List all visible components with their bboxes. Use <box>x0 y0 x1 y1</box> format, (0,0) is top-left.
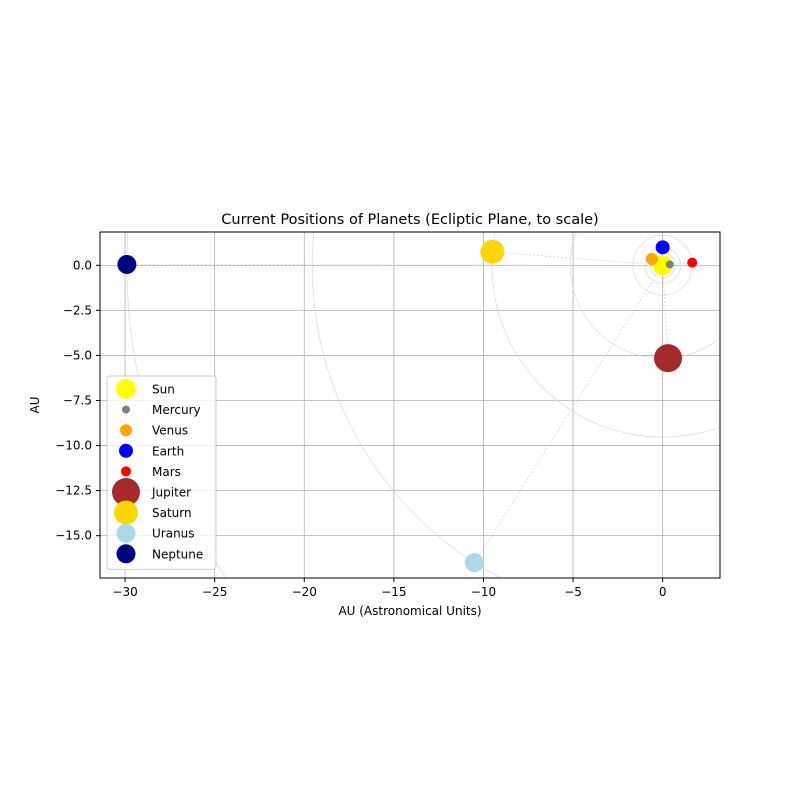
axis-ticks: −30 −25 −20 −15 −10 −5 0 0.0 −2.5 −5.0 −7.5 −10.0 −1… <box>55 258 666 599</box>
point-earth <box>655 240 670 255</box>
x-axis-label: AU (Astronomical Units) <box>338 604 481 618</box>
legend-marker-saturn <box>114 500 138 525</box>
orbit-saturn <box>491 232 720 438</box>
legend-label-earth: Earth <box>152 444 184 458</box>
x-tick-label: −20 <box>292 585 317 599</box>
legend-label-sun: Sun <box>152 383 175 397</box>
x-tick-label: −25 <box>202 585 227 599</box>
legend-label-jupiter: Jupiter <box>151 486 191 500</box>
x-tick-label: −5 <box>564 585 582 599</box>
y-tick-label: −7.5 <box>63 393 92 407</box>
plot-frame <box>99 231 721 579</box>
y-tick-label: −5.0 <box>63 348 92 362</box>
legend-marker-sun <box>116 379 136 399</box>
guide-line-saturn <box>492 251 663 266</box>
legend-label-neptune: Neptune <box>152 547 203 561</box>
legend-marker-jupiter <box>112 478 140 506</box>
y-tick-label: 0.0 <box>73 258 92 272</box>
point-jupiter <box>654 344 683 373</box>
grid <box>100 232 720 578</box>
orbit-uranus <box>312 232 502 578</box>
point-mercury <box>665 260 674 269</box>
y-tick-label: −15.0 <box>55 529 92 543</box>
legend-marker-mercury <box>122 405 130 414</box>
legend-marker-neptune <box>116 544 136 564</box>
x-tick-label: −30 <box>112 585 137 599</box>
chart-title: Current Positions of Planets (Ecliptic P… <box>221 212 598 228</box>
legend-label-venus: Venus <box>152 424 188 438</box>
legend: Sun Mercury Venus Earth Mars Jupiter Saturn Ura… <box>106 375 217 570</box>
point-uranus <box>465 553 485 573</box>
point-saturn <box>480 239 505 264</box>
legend-label-uranus: Uranus <box>152 527 195 541</box>
data-points <box>117 239 698 573</box>
y-tick-label: −2.5 <box>63 303 92 317</box>
legend-label-mars: Mars <box>152 465 181 479</box>
legend-marker-mars <box>121 466 131 477</box>
guide-line-jupiter <box>662 265 669 359</box>
y-axis-label: AU <box>28 397 42 414</box>
legend-marker-uranus <box>116 523 136 543</box>
x-tick-label: 0 <box>659 585 667 599</box>
legend-marker-venus <box>120 424 132 437</box>
x-tick-label: −15 <box>381 585 406 599</box>
y-tick-label: −10.0 <box>55 439 92 453</box>
y-tick-label: −12.5 <box>55 484 92 498</box>
legend-label-mercury: Mercury <box>152 403 201 417</box>
point-neptune <box>117 254 137 274</box>
point-venus <box>645 253 658 266</box>
x-tick-label: −10 <box>471 585 496 599</box>
point-mars <box>687 257 698 268</box>
guide-line-neptune <box>126 264 663 266</box>
guide-line-uranus <box>474 265 663 563</box>
legend-label-saturn: Saturn <box>152 506 192 520</box>
legend-marker-earth <box>119 443 133 458</box>
